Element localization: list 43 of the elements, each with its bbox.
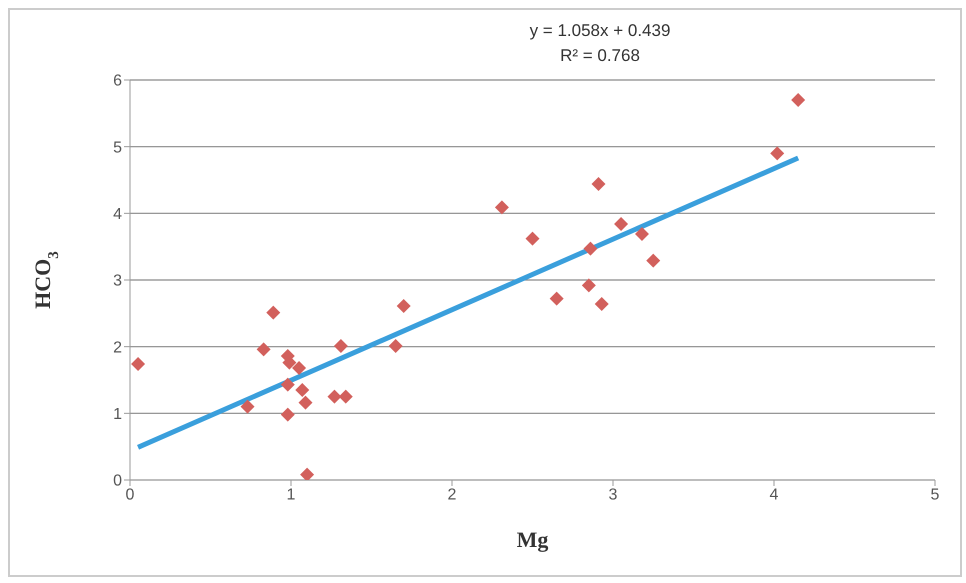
- text: y = 1.058x + 0.439: [528, 20, 672, 42]
- point: [582, 278, 596, 292]
- y-tick-label: 1: [113, 406, 122, 424]
- point: [770, 146, 784, 160]
- text: R² = 0.768: [559, 45, 641, 67]
- y-tick-label: 2: [113, 339, 122, 356]
- point: [494, 200, 509, 214]
- point: [388, 339, 403, 353]
- point: [614, 217, 628, 231]
- point: [334, 339, 348, 353]
- point: [646, 254, 660, 268]
- point: [256, 342, 271, 356]
- point: [280, 378, 295, 392]
- point: [327, 390, 342, 404]
- y-tick-label: 5: [113, 139, 122, 156]
- point: [634, 227, 649, 241]
- x-tick-label: 2: [448, 486, 457, 504]
- point: [295, 383, 310, 397]
- point: [396, 299, 411, 313]
- x-axis-title: Mg: [516, 527, 548, 552]
- point: [594, 297, 609, 311]
- x-tick-label: 0: [126, 486, 135, 504]
- x-tick-label: 3: [608, 486, 618, 504]
- point: [131, 357, 146, 371]
- point: [338, 390, 353, 404]
- point: [550, 292, 564, 306]
- y-tick-label: 3: [113, 272, 122, 290]
- y-tick-label: 6: [113, 72, 122, 90]
- y-tick-label: 4: [113, 206, 122, 224]
- point: [526, 232, 540, 246]
- point: [298, 396, 312, 410]
- x-tick-label: 4: [770, 486, 779, 504]
- x-tick-label: 1: [286, 486, 296, 504]
- point: [300, 468, 314, 480]
- y-tick-label: 0: [113, 472, 122, 490]
- point: [583, 242, 598, 256]
- point: [266, 306, 280, 320]
- x-tick-label: 5: [930, 486, 940, 504]
- point: [592, 177, 606, 191]
- point: [292, 361, 306, 375]
- point: [280, 408, 295, 422]
- point: [791, 93, 806, 107]
- point: [240, 400, 255, 414]
